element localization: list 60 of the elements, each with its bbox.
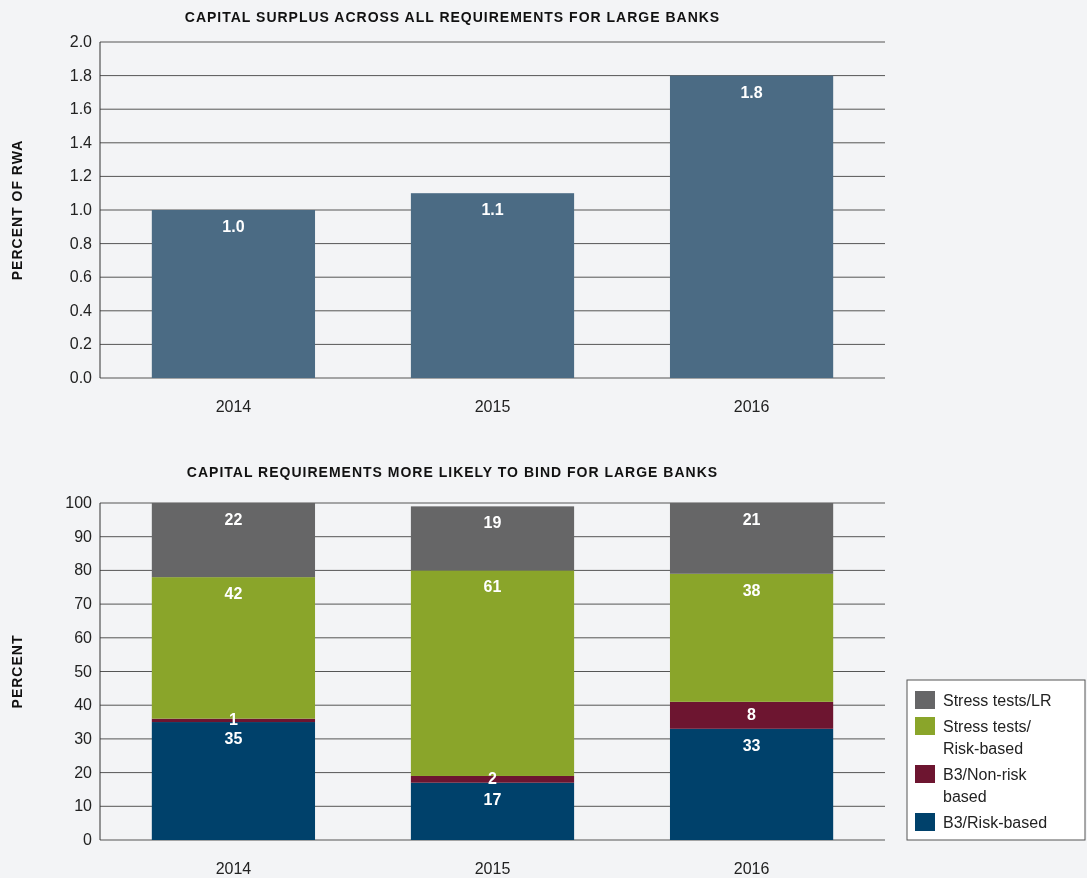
bar bbox=[669, 503, 834, 574]
chart-title: CAPITAL REQUIREMENTS MORE LIKELY TO BIND FOR LARGE BANKS bbox=[186, 464, 719, 480]
legend-label: Stress tests/LR bbox=[943, 692, 1052, 709]
y-tick-label: 1.8 bbox=[69, 66, 93, 84]
data-label: 1.1 bbox=[481, 201, 504, 219]
y-tick-label: 1.6 bbox=[69, 100, 93, 118]
data-label: 61 bbox=[483, 578, 502, 596]
bar bbox=[669, 701, 834, 729]
x-tick-label: 2014 bbox=[215, 860, 252, 877]
y-tick-label: 0.2 bbox=[69, 335, 93, 353]
bar bbox=[151, 210, 316, 378]
y-tick-label: 90 bbox=[74, 527, 93, 545]
y-tick-label: 20 bbox=[74, 763, 93, 781]
y-tick-label: 0.6 bbox=[69, 268, 93, 286]
y-tick-label: 40 bbox=[74, 696, 93, 714]
data-label: 33 bbox=[742, 736, 761, 754]
y-tick-label: 0.8 bbox=[69, 234, 93, 252]
data-label: 35 bbox=[224, 730, 243, 748]
data-label: 38 bbox=[742, 581, 761, 599]
y-axis-title: PERCENT OF RWA bbox=[9, 139, 25, 281]
x-tick-label: 2015 bbox=[474, 398, 511, 415]
y-tick-label: 0 bbox=[83, 831, 93, 848]
data-label: 1.0 bbox=[222, 218, 245, 235]
data-label: 1 bbox=[228, 711, 238, 729]
x-tick-label: 2016 bbox=[733, 398, 770, 415]
bar bbox=[669, 75, 834, 378]
legend-label: Stress tests/Risk-based bbox=[943, 718, 1032, 757]
data-label: 19 bbox=[483, 514, 502, 532]
bar bbox=[410, 193, 575, 378]
y-tick-label: 70 bbox=[74, 595, 93, 613]
y-tick-label: 80 bbox=[74, 561, 93, 579]
y-tick-label: 1.0 bbox=[69, 201, 93, 218]
y-tick-label: 100 bbox=[65, 494, 93, 511]
data-label: 1.8 bbox=[740, 83, 763, 101]
data-label: 17 bbox=[483, 790, 502, 808]
y-tick-label: 10 bbox=[74, 797, 93, 815]
chart-title: CAPITAL SURPLUS ACROSS ALL REQUIREMENTS FOR LARGE BANKS bbox=[184, 9, 721, 25]
y-tick-label: 2.0 bbox=[69, 33, 93, 50]
bar bbox=[669, 573, 834, 702]
bar bbox=[410, 506, 575, 571]
y-tick-label: 1.2 bbox=[69, 167, 93, 185]
y-tick-label: 50 bbox=[74, 662, 93, 680]
legend-label: B3/Risk-based bbox=[943, 814, 1048, 831]
data-label: 21 bbox=[742, 511, 761, 528]
data-label: 42 bbox=[224, 585, 243, 603]
x-tick-label: 2014 bbox=[215, 398, 252, 415]
data-label: 22 bbox=[224, 511, 243, 528]
y-tick-label: 1.4 bbox=[69, 133, 93, 151]
data-label: 8 bbox=[747, 706, 757, 724]
bar bbox=[151, 503, 316, 578]
y-tick-label: 0.0 bbox=[69, 369, 93, 386]
legend-label: B3/Non-risk based bbox=[943, 766, 1028, 805]
y-tick-label: 60 bbox=[74, 628, 93, 646]
y-tick-label: 0.4 bbox=[69, 301, 93, 319]
y-tick-label: 30 bbox=[74, 729, 93, 747]
y-axis-title: PERCENT bbox=[9, 634, 25, 709]
x-tick-label: 2016 bbox=[733, 860, 770, 877]
bar bbox=[410, 782, 575, 840]
x-tick-label: 2015 bbox=[474, 860, 511, 877]
bar bbox=[669, 728, 834, 840]
